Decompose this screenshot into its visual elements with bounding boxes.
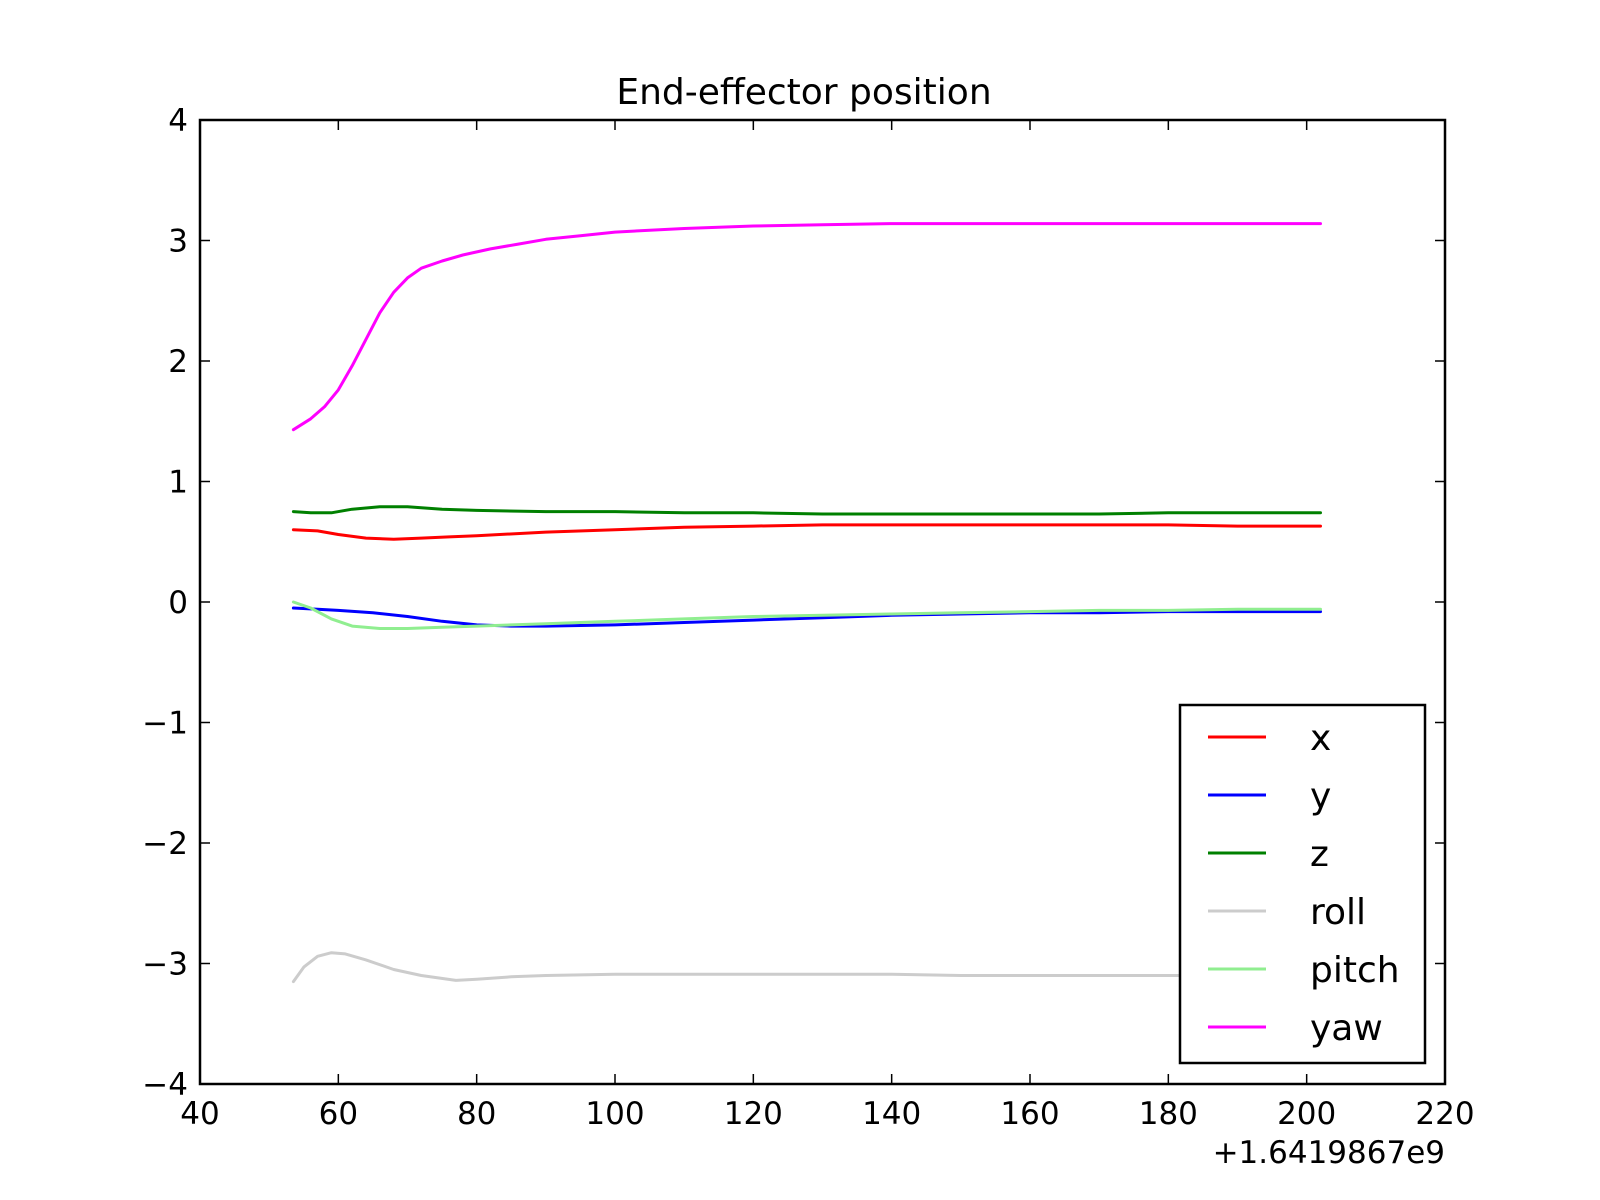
axes-frame <box>198 118 1447 1086</box>
series-line-z <box>291 505 1322 516</box>
legend-label-x: x <box>1310 718 1331 759</box>
legend-box <box>1178 703 1427 1065</box>
x-tick-label: 60 <box>319 1096 358 1132</box>
x-tick-label: 200 <box>1277 1096 1336 1132</box>
chart-title: End-effector position <box>616 72 991 113</box>
series-line-yaw <box>291 222 1322 432</box>
series-line-pitch <box>291 600 1322 630</box>
y-tick-label: 0 <box>168 585 188 621</box>
series-line-y <box>291 606 1322 628</box>
y-tick-label: 2 <box>168 344 188 380</box>
tick-layer: 40 60 80 100 120 140 160 180 200 220 −4 −3 −2 −1 0 1 2 3 4 <box>142 103 1474 1132</box>
series-layer <box>291 222 1322 984</box>
x-tick-label: 140 <box>862 1096 921 1132</box>
legend: xyz roll pitch yaw <box>1178 703 1427 1065</box>
x-tick-label: 180 <box>1139 1096 1198 1132</box>
x-tick-label: 100 <box>585 1096 644 1132</box>
y-tick-label: −2 <box>142 826 188 862</box>
y-tick-label: −4 <box>142 1067 188 1103</box>
legend-label-y: y <box>1310 776 1331 817</box>
y-tick-label: −1 <box>142 706 188 742</box>
x-tick-label: 160 <box>1000 1096 1059 1132</box>
y-tick-label: −3 <box>142 947 188 983</box>
legend-label-z: z <box>1310 834 1329 875</box>
y-tick-label: 4 <box>168 103 188 139</box>
legend-label-yaw: yaw <box>1310 1008 1383 1049</box>
y-tick-label: 1 <box>168 465 188 501</box>
series-line-x <box>291 523 1322 541</box>
legend-label-pitch: pitch <box>1310 950 1400 991</box>
y-tick-label: 3 <box>168 224 188 260</box>
legend-label-roll: roll <box>1310 892 1366 933</box>
x-tick-label: 80 <box>457 1096 496 1132</box>
x-tick-label: 220 <box>1415 1096 1474 1132</box>
x-tick-label: 40 <box>180 1096 219 1132</box>
x-tick-label: 120 <box>724 1096 783 1132</box>
x-offset-label: +1.6419867e9 <box>1213 1135 1445 1171</box>
series-line-roll <box>291 951 1322 984</box>
